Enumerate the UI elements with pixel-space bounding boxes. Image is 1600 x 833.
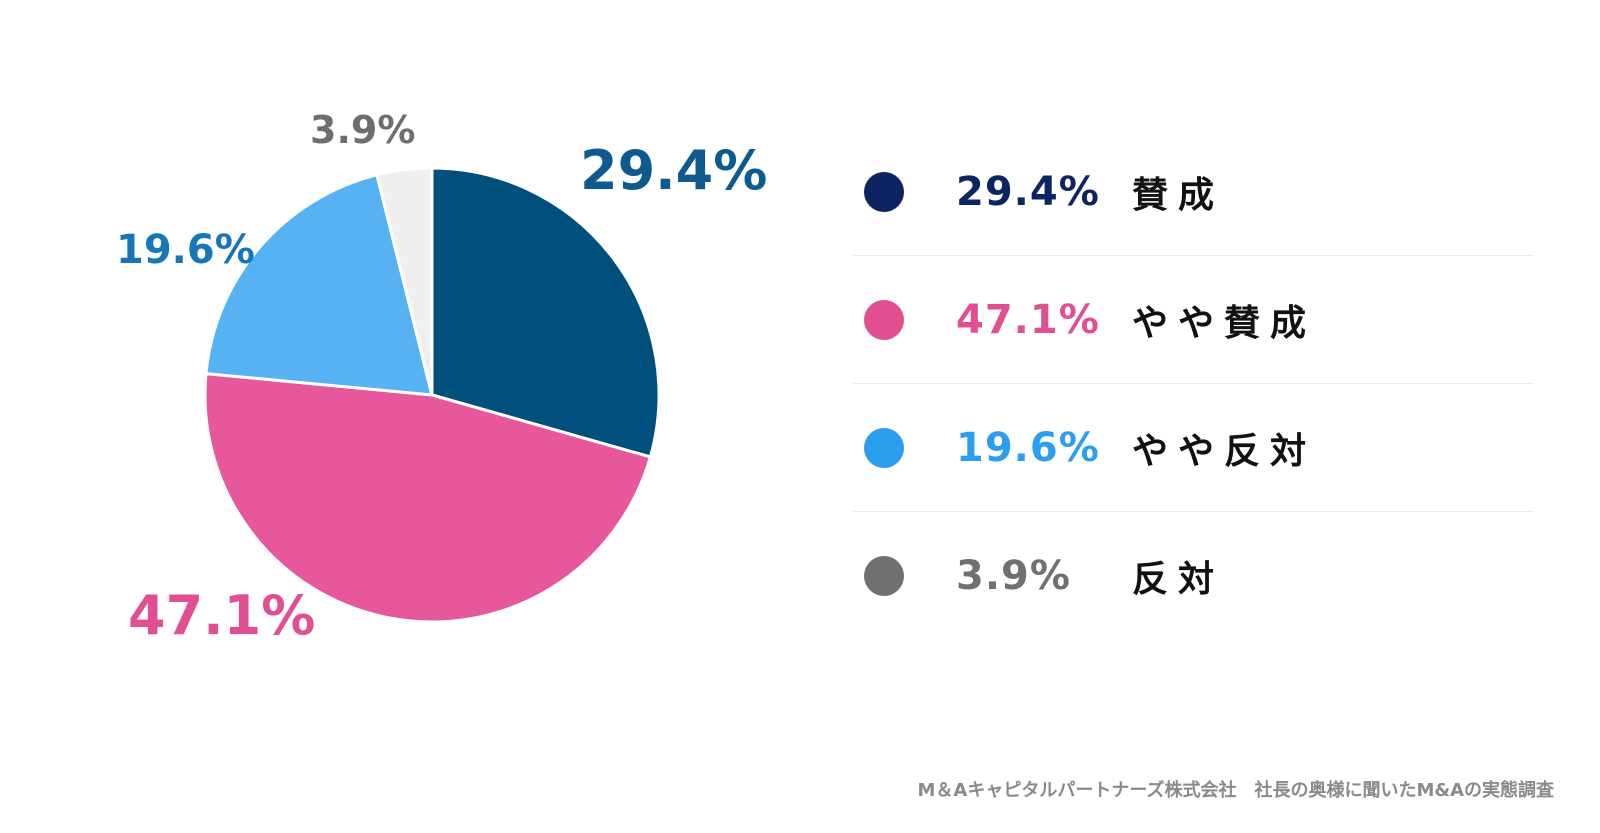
pie-slice-1 (203, 372, 653, 624)
legend-value: 47.1% (956, 296, 1100, 343)
pie-slice-3 (375, 166, 434, 396)
slice-label-2: 19.6% (116, 227, 255, 273)
legend-item-somewhat-disagree: 19.6% やや反対 (852, 384, 1534, 512)
slice-label-0: 29.4% (580, 139, 767, 202)
pie-slice-2 (204, 172, 434, 397)
legend-dot-icon (864, 556, 904, 596)
slice-label-3: 3.9% (310, 108, 415, 152)
legend-label: やや反対 (1132, 430, 1317, 472)
slice-label-1: 47.1% (128, 584, 315, 647)
legend-item-agree: 29.4% 賛成 (852, 128, 1534, 256)
legend-item-disagree: 3.9% 反対 (852, 512, 1534, 640)
legend-value: 3.9% (956, 553, 1071, 599)
pie-slice-labels: 29.4% 47.1% 19.6% 3.9% (116, 108, 767, 647)
pie-chart: 29.4% 47.1% 19.6% 3.9% (116, 108, 767, 647)
legend-label: 反対 (1132, 559, 1225, 600)
legend-dot-icon (864, 427, 904, 468)
legend-label: 賛成 (1132, 174, 1225, 216)
source-caption: M＆Aキャピタルパートナーズ株式会社 社長の奥様に聞いたM&Aの実態調査 (917, 780, 1554, 801)
legend-dot-icon (864, 299, 904, 340)
legend-item-somewhat-agree: 47.1% やや賛成 (852, 256, 1534, 384)
legend-label: やや賛成 (1132, 302, 1317, 344)
legend-value: 19.6% (956, 424, 1100, 471)
legend-dot-icon (864, 171, 904, 212)
legend: 29.4% 賛成 47.1% やや賛成 19.6% やや反対 3.9% 反対 (852, 128, 1534, 640)
legend-value: 29.4% (956, 168, 1100, 215)
pie-slices (203, 166, 661, 624)
pie-slice-0 (430, 166, 661, 459)
